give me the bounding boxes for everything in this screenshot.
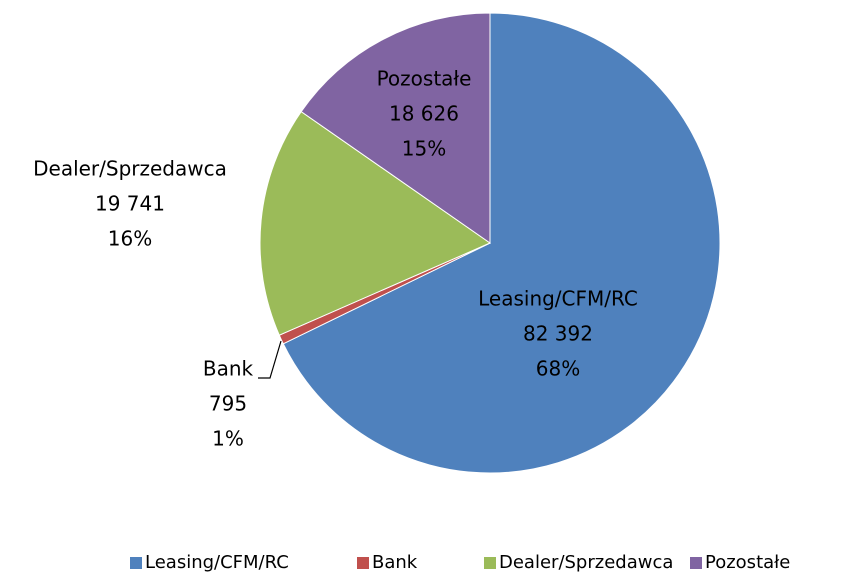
- slice-label: Pozostałe: [377, 67, 472, 91]
- percent-label: 16%: [108, 227, 152, 251]
- percent-label: 68%: [536, 357, 580, 381]
- value-label: 795: [209, 392, 247, 416]
- value-label: 18 626: [389, 102, 459, 126]
- legend-swatch: [484, 557, 496, 569]
- value-label: 82 392: [523, 322, 593, 346]
- slice-label: Leasing/CFM/RC: [478, 287, 638, 311]
- legend-label: Leasing/CFM/RC: [145, 552, 289, 573]
- legend-label: Dealer/Sprzedawca: [499, 552, 673, 573]
- legend-swatch: [690, 557, 702, 569]
- pie-slice: [300, 12, 491, 244]
- slice-label: Dealer/Sprzedawca: [33, 157, 227, 181]
- leader-line: [258, 340, 282, 379]
- percent-label: 15%: [402, 137, 446, 161]
- slice-label: Bank: [203, 357, 254, 381]
- pie-slice: [282, 12, 721, 474]
- percent-label: 1%: [212, 427, 244, 451]
- legend-label: Pozostałe: [705, 552, 790, 573]
- pie-slice: [259, 110, 492, 336]
- legend-swatch: [357, 557, 369, 569]
- value-label: 19 741: [95, 192, 165, 216]
- legend-swatch: [130, 557, 142, 569]
- legend-label: Bank: [372, 552, 418, 573]
